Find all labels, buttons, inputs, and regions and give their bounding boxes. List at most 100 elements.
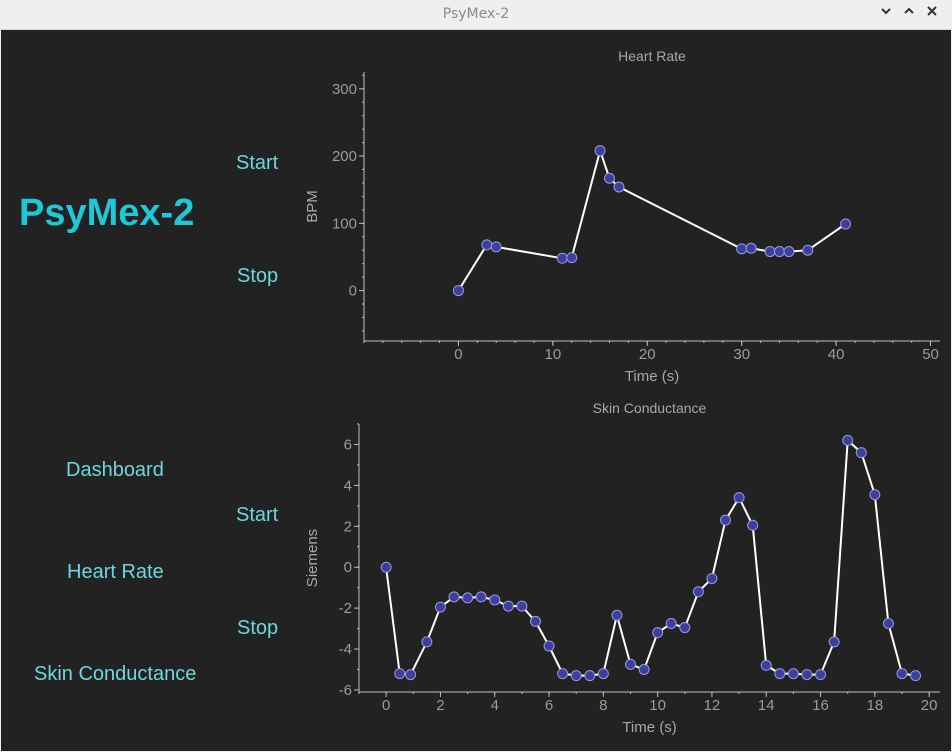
heart-rate-data-point [613,181,625,193]
skin-conductance-data-point [597,668,609,680]
heart-rate-y-tick-label: 0 [349,283,357,300]
heart-rate-y-tick-label: 100 [332,215,357,232]
skin-conductance-data-point [828,636,840,648]
skin-conductance-y-tick-label: 4 [344,477,352,494]
heart-rate-data-point [773,246,785,258]
nav-skin-conductance[interactable]: Skin Conductance [34,663,197,685]
heart-rate-x-tick-label: 0 [454,346,462,363]
skin-conductance-data-point [557,668,569,680]
skin-conductance-data-point [475,591,487,603]
skin-conductance-data-point [896,668,908,680]
skin-conductance-stop-button[interactable]: Stop [237,617,279,639]
heart-rate-data-point [736,243,748,255]
skin-conductance-data-point [380,561,392,573]
skin-conductance-data-point [733,492,745,504]
heart-rate-data-point [566,252,578,264]
skin-conductance-data-point [774,668,786,680]
skin-conductance-data-point [720,514,732,526]
skin-conductance-y-tick-label: -4 [339,641,352,658]
heart-rate-data-point [490,241,502,253]
skin-conductance-x-tick-label: 2 [436,697,444,714]
skin-conductance-x-tick-label: 20 [921,697,938,714]
heart-rate-data-point [840,218,852,230]
skin-conductance-x-tick-label: 8 [599,697,607,714]
heart-rate-start-button[interactable]: Start [236,152,279,174]
heart-rate-y-tick-label: 200 [332,148,357,165]
heart-rate-x-tick-label: 30 [733,346,750,363]
skin-conductance-data-point [448,591,460,603]
window-title: PsyMex-2 [442,6,510,22]
heart-rate-stop-button[interactable]: Stop [237,265,279,287]
skin-conductance-data-point [405,669,417,681]
nav-heart-rate[interactable]: Heart Rate [67,561,164,583]
skin-conductance-data-point [842,434,854,446]
heart-rate-chart-title: Heart Rate [618,48,686,64]
skin-conductance-data-point [679,622,691,634]
skin-conductance-y-axis-label: Siemens [304,529,321,587]
skin-conductance-y-tick-label: -6 [339,682,352,699]
heart-rate-x-axis-label: Time (s) [625,368,679,385]
title-bar[interactable]: PsyMex-2 [0,0,952,30]
heart-rate-data-point [764,246,776,258]
skin-conductance-data-point [434,601,446,613]
heart-rate-y-axis-label: BPM [304,190,321,223]
heart-rate-x-tick-label: 40 [828,346,845,363]
skin-conductance-data-point [652,627,664,639]
skin-conductance-start-button[interactable]: Start [236,504,279,526]
heart-rate-x-tick-label: 50 [922,346,939,363]
skin-conductance-data-point [747,519,759,531]
skin-conductance-data-point [624,658,636,670]
main-content: PsyMex-2 Start Stop Dashboard Start Hear… [1,30,951,751]
maximize-button[interactable] [903,5,921,23]
heart-rate-data-point [604,172,616,184]
heart-rate-data-point [594,145,606,157]
skin-conductance-data-point [394,668,406,680]
skin-conductance-series-line [385,438,916,677]
skin-conductance-data-point [815,669,827,681]
close-button[interactable] [926,5,944,23]
skin-conductance-chart: Skin Conductance Time (s) Siemens -6 -4 -2… [304,400,940,736]
heart-rate-data-point [481,239,493,251]
skin-conductance-x-axis-label: Time (s) [622,719,676,736]
skin-conductance-data-point [869,489,881,501]
skin-conductance-data-point [516,600,528,612]
skin-conductance-y-tick-label: 6 [344,436,352,453]
skin-conductance-y-tick-label: 0 [344,559,352,576]
skin-conductance-data-point [462,592,474,604]
skin-conductance-x-tick-label: 18 [866,697,883,714]
skin-conductance-x-tick-label: 10 [649,697,666,714]
heart-rate-data-point [452,285,464,297]
skin-conductance-data-point [543,640,555,652]
skin-conductance-data-point [910,670,922,682]
skin-conductance-data-point [760,659,772,671]
skin-conductance-data-point [570,670,582,682]
skin-conductance-data-point [584,670,596,682]
heart-rate-data-point [783,246,795,258]
skin-conductance-data-point [855,447,867,459]
skin-conductance-y-tick-label: -2 [339,600,352,617]
skin-conductance-x-tick-label: 4 [491,697,499,714]
heart-rate-y-tick-label: 300 [332,81,357,98]
app-title: PsyMex-2 [19,192,195,234]
nav-dashboard[interactable]: Dashboard [66,459,164,481]
skin-conductance-data-point [787,668,799,680]
heart-rate-data-point [556,252,568,264]
skin-conductance-data-point [489,594,501,606]
heart-rate-chart: Heart Rate Time (s) BPM 0 100 200 300 0 10 20 3… [304,48,940,385]
skin-conductance-y-tick-label: 2 [344,518,352,535]
skin-conductance-data-point [665,617,677,629]
skin-conductance-data-point [502,600,514,612]
chevron-up-icon [904,7,914,14]
skin-conductance-x-tick-label: 12 [704,697,721,714]
skin-conductance-data-point [882,617,894,629]
skin-conductance-x-tick-label: 16 [812,697,829,714]
skin-conductance-x-tick-label: 14 [758,697,775,714]
heart-rate-x-tick-label: 10 [545,346,562,363]
skin-conductance-x-tick-label: 0 [382,697,390,714]
skin-conductance-chart-title: Skin Conductance [593,400,707,416]
minimize-button[interactable] [880,5,898,23]
heart-rate-x-tick-label: 20 [639,346,656,363]
skin-conductance-data-point [529,615,541,627]
skin-conductance-data-point [638,663,650,675]
